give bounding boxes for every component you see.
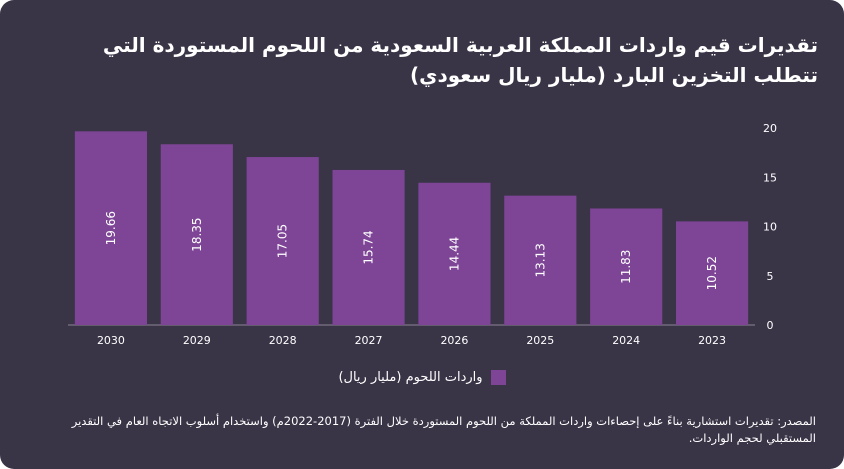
bar: [74, 131, 148, 325]
y-tick-label: 5: [767, 270, 774, 283]
bar: [504, 195, 577, 325]
bar: [590, 208, 663, 325]
bar-value-label: 14.44: [447, 237, 461, 271]
bar-value-label: 11.83: [619, 250, 633, 284]
legend-entry: واردات اللحوم (مليار ريال): [338, 370, 506, 385]
bar-value-label: 15.74: [362, 230, 376, 264]
x-tick-label: 2027: [355, 334, 383, 347]
source-note: المصدر: تقديرات استشارية بناءً على إحصاء…: [71, 414, 816, 445]
bar-value-label: 19.66: [104, 211, 118, 245]
x-tick-label: 2026: [440, 334, 468, 347]
legend-label: واردات اللحوم (مليار ريال): [338, 370, 483, 385]
bar: [418, 182, 491, 325]
x-tick-label: 2023: [698, 334, 726, 347]
bar: [675, 221, 749, 325]
chart-title: تقديرات قيم واردات المملكة العربية السعو…: [102, 33, 818, 87]
x-tick-label: 2024: [612, 334, 640, 347]
bar-value-label: 13.13: [533, 243, 547, 277]
bar: [332, 169, 405, 325]
bar-value-label: 18.35: [190, 217, 204, 251]
x-tick-label: 2028: [269, 334, 297, 347]
x-tick-label: 2030: [97, 334, 125, 347]
x-tick-label: 2029: [183, 334, 211, 347]
bar: [160, 144, 233, 325]
legend: واردات اللحوم (مليار ريال): [0, 370, 844, 389]
y-tick-label: 15: [763, 171, 777, 184]
y-tick-label: 0: [767, 319, 774, 332]
y-tick-label: 20: [763, 122, 777, 135]
legend-swatch: [490, 370, 506, 385]
y-tick-label: 10: [763, 221, 777, 234]
bar: [246, 157, 319, 325]
bar-value-label: 17.05: [276, 224, 290, 258]
x-tick-label: 2025: [526, 334, 554, 347]
bar-value-label: 10.52: [705, 256, 719, 290]
